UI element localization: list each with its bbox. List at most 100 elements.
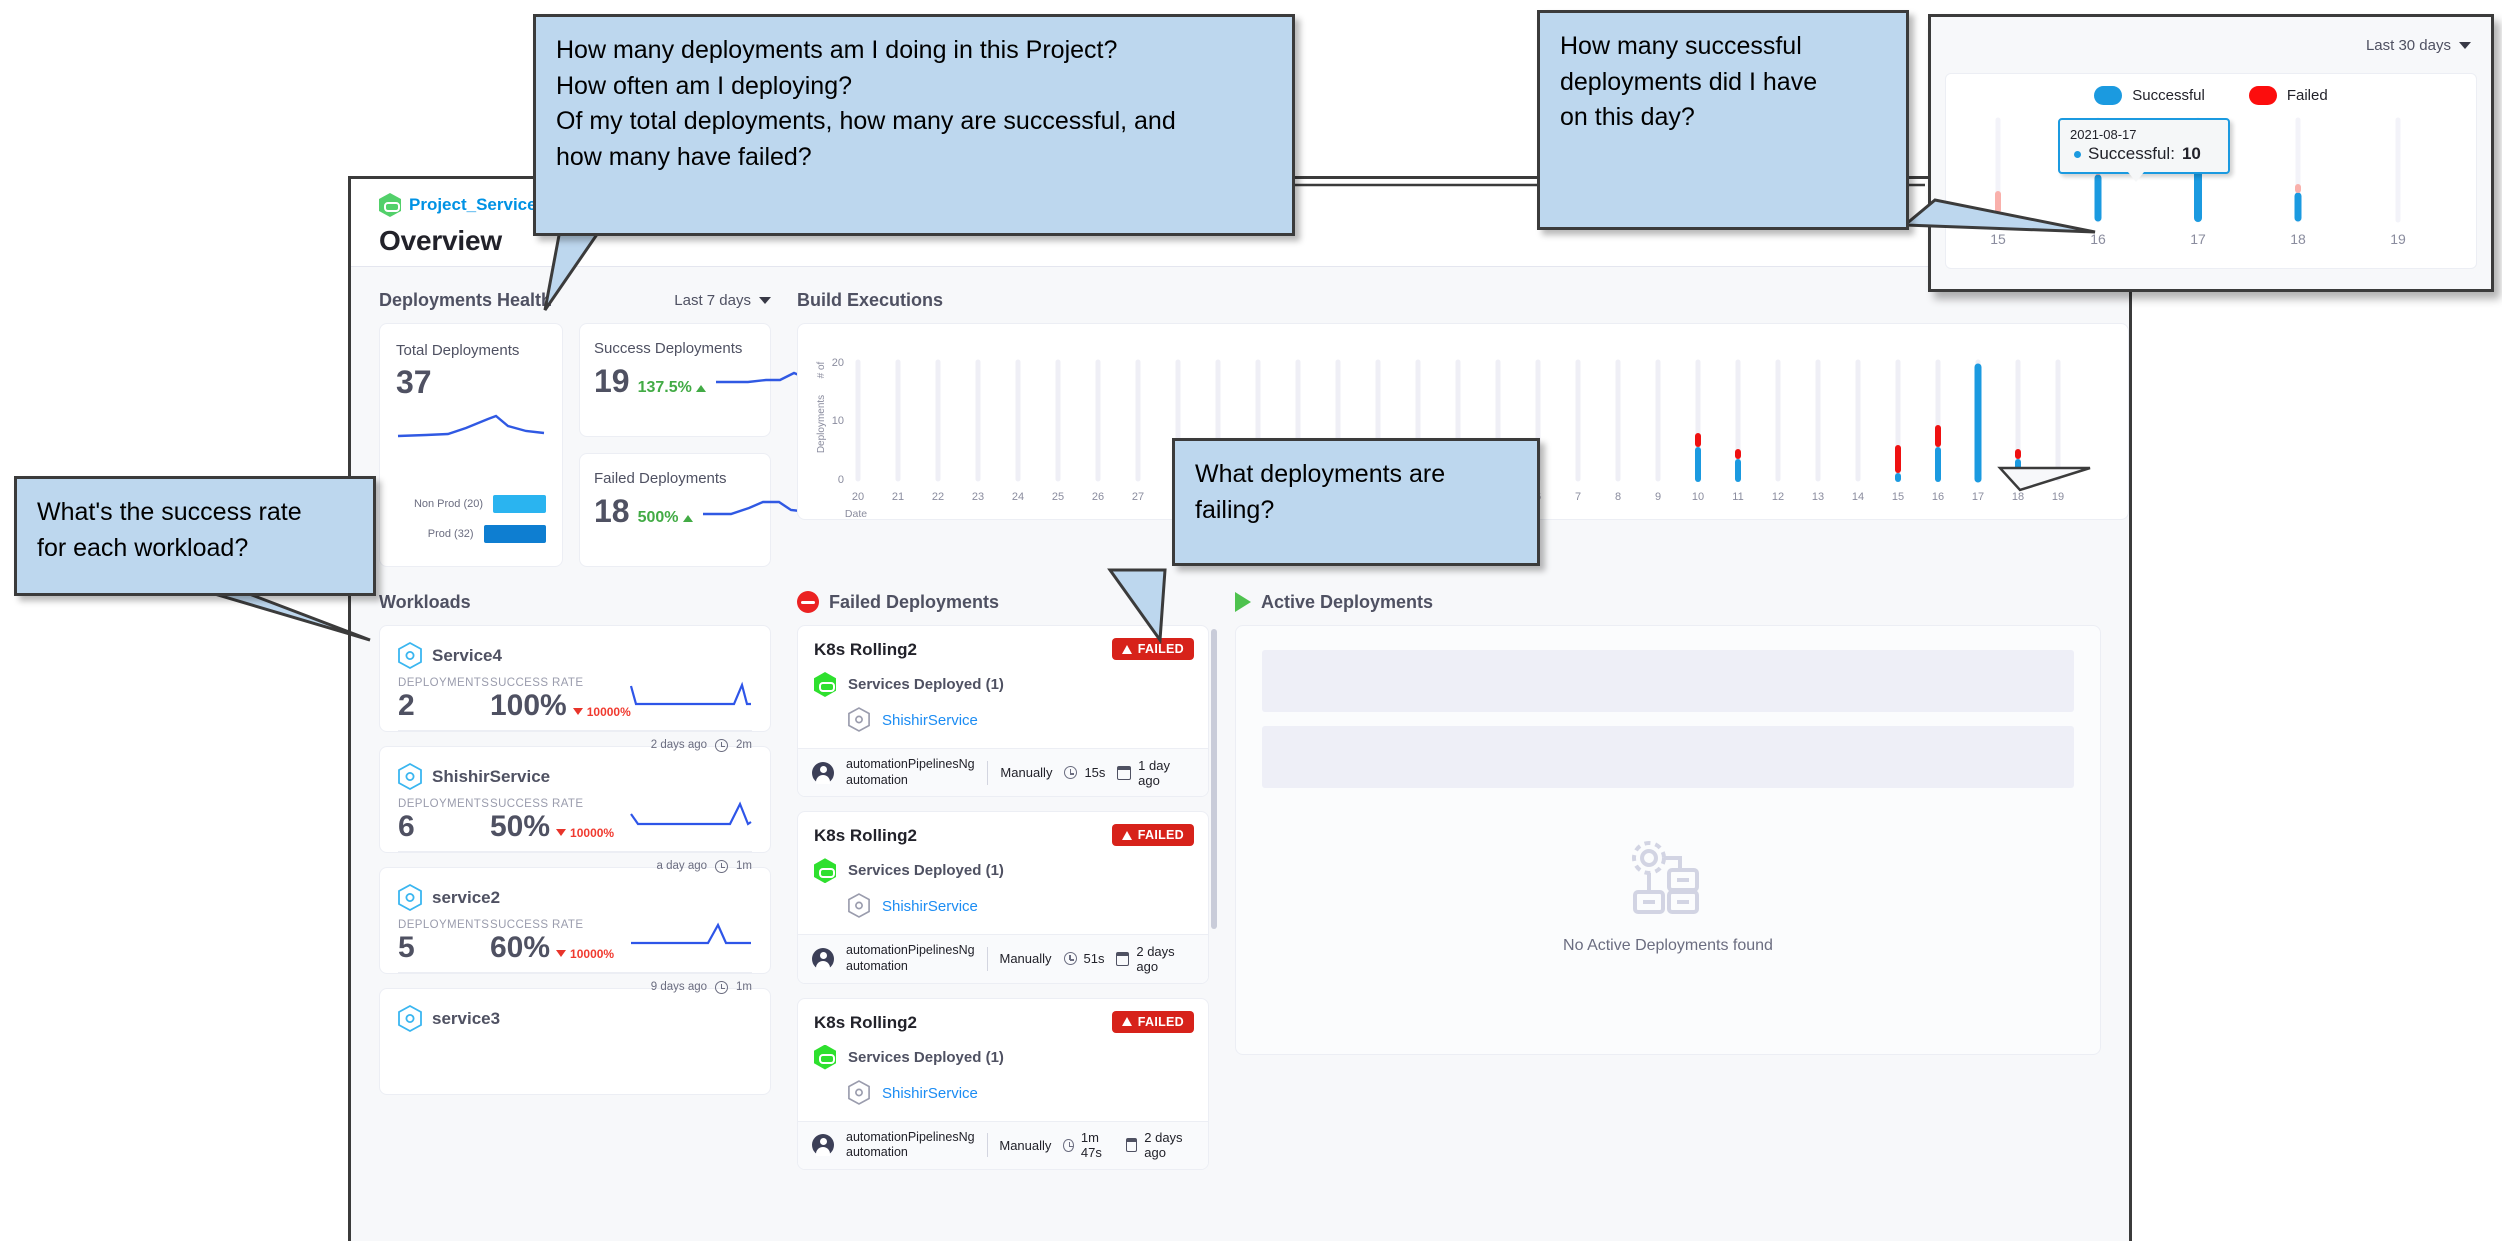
workloads-title: Workloads xyxy=(379,591,471,612)
workload-success-rate-row: 50% 10000% xyxy=(490,810,614,845)
total-deployments-sparkline xyxy=(396,406,546,451)
failed-deployments-sparkline xyxy=(701,496,811,527)
failed-deployments-card[interactable]: Failed Deployments 18 500% xyxy=(579,453,809,567)
failed-deployments-list: K8s Rolling2 FAILED Services Deployed (1… xyxy=(797,625,1217,1170)
service-link[interactable]: ShishirService xyxy=(882,898,978,916)
workload-card-body: DEPLOYMENTS 6 SUCCESS RATE 50% 10000% xyxy=(398,798,752,845)
deployments-kpi-column: Success Deployments 19 137.5% xyxy=(579,323,823,567)
when-meta: 2 days ago xyxy=(1125,1130,1194,1160)
environment-row: Non Prod (20) xyxy=(396,489,546,519)
failed-deployment-item[interactable]: K8s Rolling2 FAILED Services Deployed (1… xyxy=(797,997,1209,1170)
service-link[interactable]: ShishirService xyxy=(882,1084,978,1102)
workload-card-footer: 9 days ago 1m xyxy=(398,971,752,1002)
workload-card[interactable]: ShishirService DEPLOYMENTS 6 SUCCESS RAT… xyxy=(379,746,771,873)
workload-delta: 10000% xyxy=(572,705,631,719)
workload-success-rate-value: 50% xyxy=(490,810,551,843)
zoom-range-label: Last 30 days xyxy=(2365,36,2451,54)
trend-down-icon xyxy=(572,708,583,715)
workload-name: ShishirService xyxy=(432,766,551,786)
failed-deployments-label: Failed Deployments xyxy=(594,470,727,487)
chart-legend: Successful Failed xyxy=(1946,74,2476,105)
workload-card[interactable]: service2 DEPLOYMENTS 5 SUCCESS RATE 60% xyxy=(379,867,771,994)
workload-last-run: a day ago xyxy=(656,860,708,872)
failed-deployments-scrollbar[interactable] xyxy=(1211,629,1217,929)
legend-swatch-successful xyxy=(2094,86,2123,105)
empty-state: No Active Deployments found xyxy=(1236,836,2100,955)
service-link-row[interactable]: ShishirService xyxy=(848,707,1192,734)
tooltip-series-dot xyxy=(2074,150,2081,158)
harness-overview-window: Project_ServiceL Overview Deployments He… xyxy=(348,176,2132,1241)
svg-text:9: 9 xyxy=(1655,491,1661,503)
services-icon xyxy=(814,672,836,697)
zoom-range-picker[interactable]: Last 30 days xyxy=(2366,37,2471,54)
workload-success-rate: SUCCESS RATE 100% 10000% xyxy=(490,677,631,724)
deployments-label: DEPLOYMENTS xyxy=(398,798,490,810)
clock-icon xyxy=(1063,1138,1074,1152)
failed-deployment-item[interactable]: K8s Rolling2 FAILED Services Deployed (1… xyxy=(797,811,1209,984)
workload-card-body: DEPLOYMENTS 5 SUCCESS RATE 60% 10000% xyxy=(398,919,752,966)
zoom-chart-body: Successful Failed xyxy=(1945,73,2477,269)
failed-deployments-value-row: 18 500% xyxy=(594,493,809,530)
status-badge-label: FAILED xyxy=(1137,642,1184,656)
calendar-icon xyxy=(1125,1138,1138,1153)
svg-text:17: 17 xyxy=(2190,231,2206,247)
deployments-health-section: Deployments Health Last 7 days Total Dep… xyxy=(379,287,823,567)
service-link[interactable]: ShishirService xyxy=(882,712,978,729)
breadcrumb-project-label[interactable]: Project_ServiceL xyxy=(409,195,547,214)
failed-deployments-value: 18 xyxy=(594,493,630,529)
tooltip-arrow xyxy=(2128,172,2144,182)
active-deployments-title: Active Deployments xyxy=(1261,591,1434,612)
duration-label: 1m 47s xyxy=(1080,1130,1102,1161)
svg-text:15: 15 xyxy=(1990,231,2006,247)
environment-bars: Non Prod (20) Prod (32) xyxy=(396,489,546,549)
workload-success-rate-value: 100% xyxy=(490,689,567,722)
workload-last-run: 2 days ago xyxy=(650,739,708,751)
svg-text:16: 16 xyxy=(2090,231,2106,247)
triggered-by-user: automationPipelinesNg automation xyxy=(846,943,975,973)
failed-deployment-item[interactable]: K8s Rolling2 FAILED Services Deployed (1… xyxy=(797,625,1209,798)
workload-delta-text: 10000% xyxy=(570,946,615,961)
workload-card-footer: a day ago 1m xyxy=(398,850,752,881)
workload-deployments: DEPLOYMENTS 2 xyxy=(398,677,490,724)
trend-up-icon xyxy=(695,384,706,392)
workload-name: service3 xyxy=(432,1008,501,1028)
trend-down-icon xyxy=(556,829,567,836)
workload-card-head: ShishirService xyxy=(398,762,752,791)
skeleton-row xyxy=(1262,650,2074,712)
workload-success-rate-value: 60% xyxy=(490,931,551,964)
workload-card[interactable]: Service4 DEPLOYMENTS 2 SUCCESS RATE 100% xyxy=(379,625,771,752)
environment-label: Non Prod (20) xyxy=(413,498,484,511)
build-executions-title: Build Executions xyxy=(797,289,944,310)
status-badge: FAILED xyxy=(1111,1010,1194,1033)
warning-triangle-icon xyxy=(1121,1017,1132,1026)
chart-tooltip: 2021-08-17 Successful: 10 xyxy=(2058,118,2230,182)
failed-deployment-meta: automationPipelinesNg automation Manuall… xyxy=(798,1120,1208,1169)
success-deployments-label: Success Deployments xyxy=(594,340,743,357)
svg-text:19: 19 xyxy=(2390,231,2406,247)
zoomed-chart-popup: Last 30 days Successful Failed xyxy=(1928,14,2494,292)
total-deployments-card[interactable]: Total Deployments 37 Non Prod (20) xyxy=(379,323,563,567)
when-label: 1 day ago xyxy=(1138,757,1170,788)
legend-item-successful[interactable]: Successful xyxy=(2094,86,2205,105)
calendar-icon xyxy=(1117,765,1132,780)
svg-text:11: 11 xyxy=(1732,491,1743,503)
service-link-row[interactable]: ShishirService xyxy=(848,1079,1192,1107)
deployments-health-range-picker[interactable]: Last 7 days xyxy=(674,292,771,309)
success-deployments-card[interactable]: Success Deployments 19 137.5% xyxy=(579,323,823,437)
success-rate-label: SUCCESS RATE xyxy=(490,798,584,810)
trigger-type-label: Manually xyxy=(1000,765,1053,781)
svg-text:25: 25 xyxy=(1052,491,1064,503)
legend-item-failed[interactable]: Failed xyxy=(2248,86,2328,105)
duration-label: 51s xyxy=(1083,951,1105,967)
services-icon xyxy=(814,1044,836,1070)
deployments-label: DEPLOYMENTS xyxy=(398,919,490,931)
callout-text: How many deployments am I doing in this … xyxy=(556,36,1176,171)
trend-up-icon xyxy=(682,514,693,522)
svg-text:# of: # of xyxy=(816,361,827,378)
service-link-row[interactable]: ShishirService xyxy=(848,893,1192,920)
success-rate-label: SUCCESS RATE xyxy=(490,677,584,689)
breadcrumb[interactable]: Project_ServiceL xyxy=(379,191,2129,219)
callout-text: What deployments are failing? xyxy=(1195,460,1446,524)
workload-card-partial[interactable]: service3 xyxy=(379,988,771,1095)
clock-icon xyxy=(1064,766,1078,780)
